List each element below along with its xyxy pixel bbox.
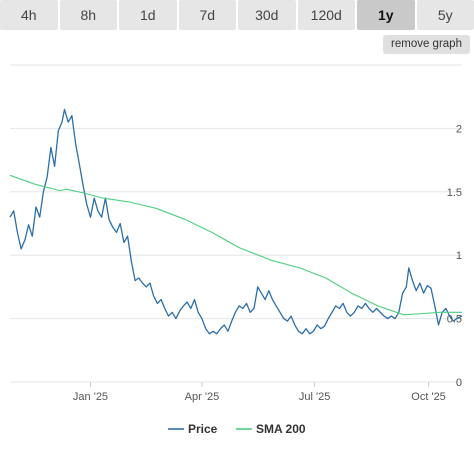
y-tick-label: 2 bbox=[456, 123, 462, 135]
tab-4h[interactable]: 4h bbox=[0, 0, 58, 30]
tab-7d[interactable]: 7d bbox=[178, 0, 236, 30]
x-tick-label: Jan '25 bbox=[73, 391, 108, 403]
price-line bbox=[9, 108, 463, 335]
legend-item-price-label: Price bbox=[188, 422, 218, 436]
chart-grid bbox=[10, 64, 462, 383]
y-tick-label: 1 bbox=[456, 250, 462, 262]
tab-30d[interactable]: 30d bbox=[238, 0, 296, 30]
tab-120d[interactable]: 120d bbox=[297, 0, 355, 30]
y-tick-label: 1.5 bbox=[447, 187, 462, 199]
chart-series bbox=[9, 108, 463, 335]
tab-5y[interactable]: 5y bbox=[416, 0, 474, 30]
x-tick-label: Oct '25 bbox=[411, 391, 446, 403]
tab-1d[interactable]: 1d bbox=[119, 0, 177, 30]
tab-8h[interactable]: 8h bbox=[59, 0, 117, 30]
y-axis: 00.511.52 bbox=[447, 123, 462, 389]
y-tick-label: 0 bbox=[456, 377, 462, 389]
tab-1y[interactable]: 1y bbox=[357, 0, 415, 30]
remove-graph-button[interactable]: remove graph bbox=[383, 35, 470, 54]
x-tick-label: Apr '25 bbox=[185, 391, 220, 403]
timeframe-tabs: 4h 8h 1d 7d 30d 120d 1y 5y bbox=[0, 0, 474, 30]
x-tick-label: Jul '25 bbox=[299, 391, 330, 403]
legend-item-sma-200-label: SMA 200 bbox=[256, 422, 306, 436]
chart-legend: Price SMA 200 bbox=[168, 422, 306, 436]
price-chart: 00.511.52 Jan '25 Apr '25 Jul '25 Oct '25 P… bbox=[9, 64, 463, 436]
x-axis: Jan '25 Apr '25 Jul '25 Oct '25 bbox=[73, 382, 446, 403]
sma-200-line bbox=[9, 174, 462, 316]
